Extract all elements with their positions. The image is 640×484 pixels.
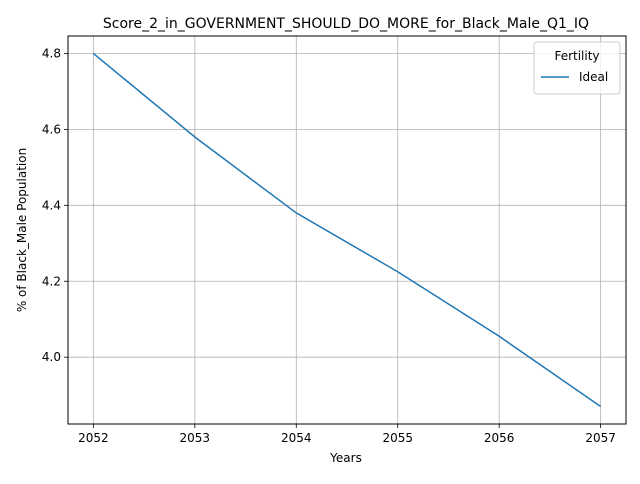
legend-title: Fertility — [554, 49, 599, 63]
chart-title: Score_2_in_GOVERNMENT_SHOULD_DO_MORE_for… — [103, 16, 589, 32]
plot-area-frame — [67, 35, 627, 425]
grid-lines — [68, 36, 626, 424]
y-tick-label: 4.8 — [42, 46, 61, 60]
legend: Fertility Ideal — [533, 41, 621, 95]
x-tick-label: 2056 — [484, 431, 515, 445]
y-axis-label: % of Black_Male Population — [15, 148, 29, 312]
y-tick-label: 4.6 — [42, 122, 61, 136]
y-tick-label: 4.4 — [42, 198, 61, 212]
legend-entry-ideal: Ideal — [579, 70, 608, 84]
series-layer — [92, 52, 602, 408]
x-tick-label: 2053 — [180, 431, 211, 445]
legend-box — [533, 41, 621, 95]
x-tick-label: 2055 — [382, 431, 413, 445]
y-tick-label: 4.2 — [42, 274, 61, 288]
x-axis-ticks: 2052 2053 2054 2055 2056 2057 — [78, 424, 616, 445]
series-line-ideal — [92, 52, 602, 408]
x-tick-label: 2054 — [281, 431, 312, 445]
x-axis-label: Years — [329, 451, 362, 465]
y-tick-label: 4.0 — [42, 350, 61, 364]
x-tick-label: 2057 — [585, 431, 616, 445]
y-axis-ticks: 4.0 4.2 4.4 4.6 4.8 — [42, 46, 68, 364]
x-tick-label: 2052 — [78, 431, 109, 445]
